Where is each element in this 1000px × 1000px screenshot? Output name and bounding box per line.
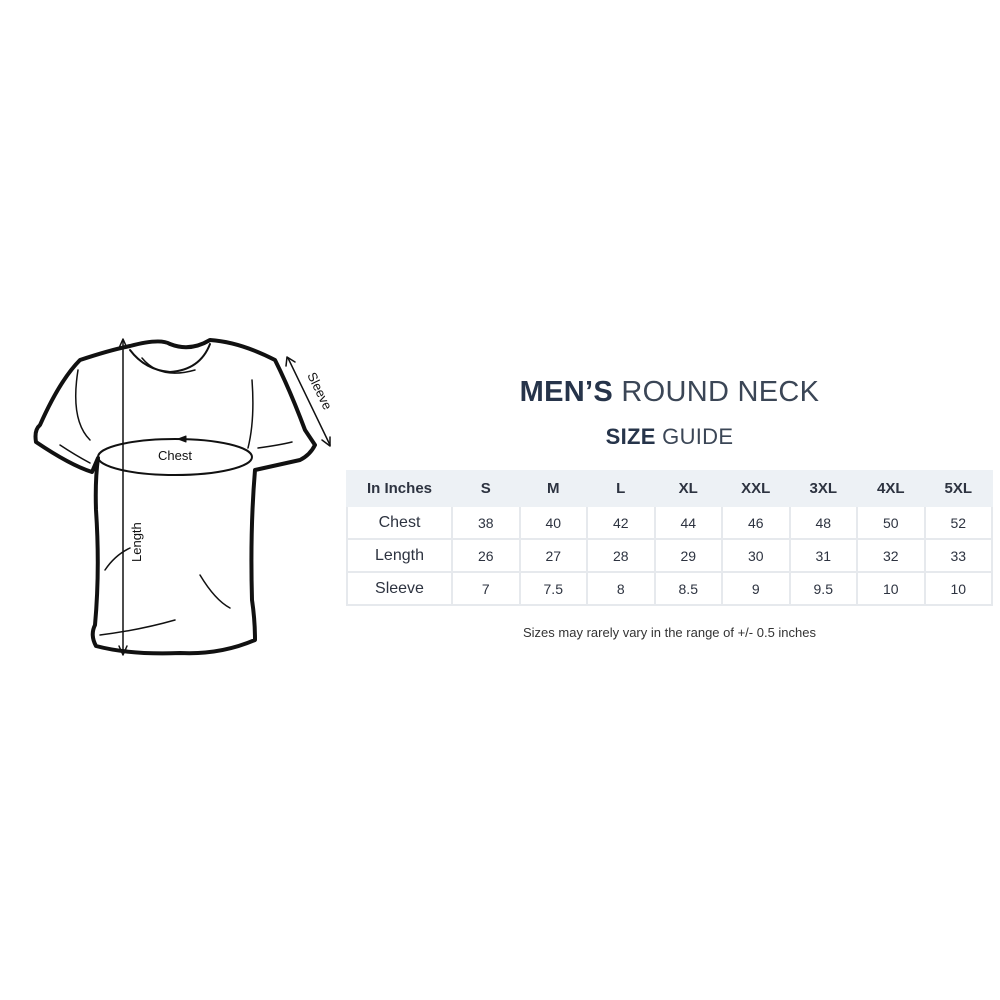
table-cell: 27 [518,538,588,573]
size-note: Sizes may rarely vary in the range of +/… [523,625,816,640]
header-size: 5XL [923,470,993,507]
table-cell: 10 [923,571,993,606]
table-cell: 10 [856,571,926,606]
subtitle-bold: SIZE [605,424,656,449]
table-cell: 9 [721,571,791,606]
tshirt-diagram: Chest Length Sleeve [33,338,335,656]
table-cell: 46 [721,505,791,540]
table-cell: 50 [856,505,926,540]
header-size: S [451,470,521,507]
header-size: M [518,470,588,507]
subtitle-light: GUIDE [662,424,734,449]
row-label: Sleeve [346,571,453,606]
table-cell: 40 [518,505,588,540]
page-title: MEN’S ROUND NECK [346,376,993,409]
title-light: ROUND NECK [621,376,820,408]
table-cell: 7 [451,571,521,606]
header-size: 3XL [788,470,858,507]
table-cell: 28 [586,538,656,573]
chest-label: Chest [158,448,192,463]
table-cell: 52 [923,505,993,540]
table-header-row: In Inches S M L XL XXL 3XL 4XL 5XL [346,470,993,507]
table-cell: 26 [451,538,521,573]
row-label: Length [346,538,453,573]
size-table: In Inches S M L XL XXL 3XL 4XL 5XL Chest 38 40 42 44… [346,470,993,606]
table-cell: 38 [451,505,521,540]
table-cell: 31 [788,538,858,573]
table-cell: 48 [788,505,858,540]
sleeve-label: Sleeve [304,370,335,412]
header-unit: In Inches [346,470,453,507]
table-row: Length 26 27 28 29 30 31 32 33 [346,538,993,573]
title-bold: MEN’S [519,376,613,408]
table-cell: 8 [586,571,656,606]
table-cell: 33 [923,538,993,573]
table-cell: 32 [856,538,926,573]
table-cell: 29 [653,538,723,573]
table-cell: 30 [721,538,791,573]
length-label: Length [129,522,144,562]
table-row: Sleeve 7 7.5 8 8.5 9 9.5 10 10 [346,571,993,606]
page-subtitle: SIZE GUIDE [346,424,993,450]
table-cell: 44 [653,505,723,540]
chest-ellipse [97,438,253,476]
table-cell: 7.5 [518,571,588,606]
table-cell: 9.5 [788,571,858,606]
header-size: 4XL [856,470,926,507]
shirt-outline [33,338,317,656]
sleeve-arrow [287,357,331,446]
table-cell: 8.5 [653,571,723,606]
table-row: Chest 38 40 42 44 46 48 50 52 [346,505,993,540]
table-cell: 42 [586,505,656,540]
header-size: L [586,470,656,507]
header-size: XL [653,470,723,507]
row-label: Chest [346,505,453,540]
header-size: XXL [721,470,791,507]
